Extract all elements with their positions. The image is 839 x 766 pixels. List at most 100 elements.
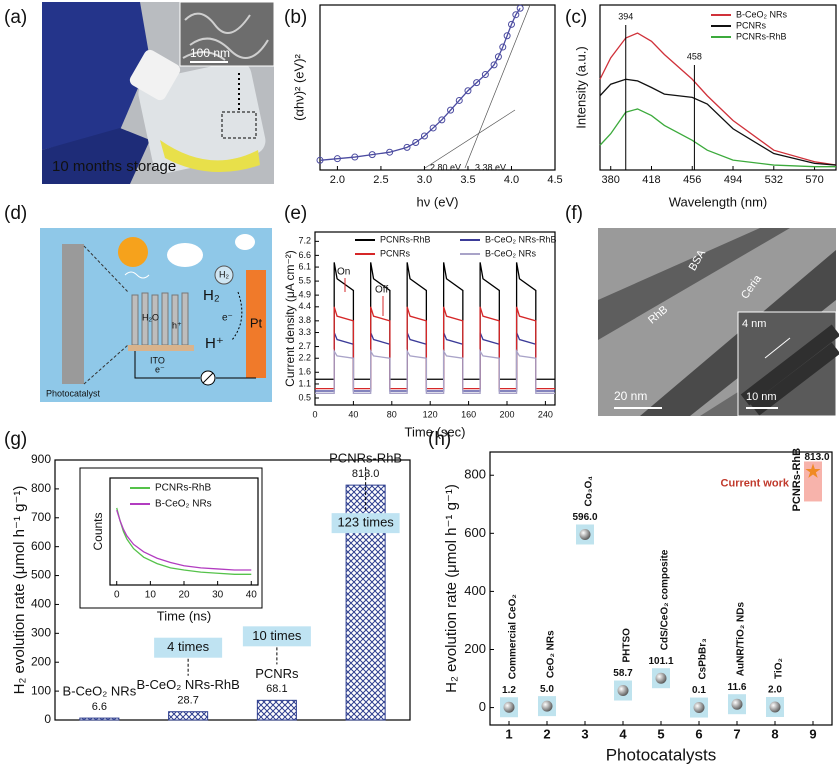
data-point — [617, 685, 629, 697]
x-tick-label: 160 — [461, 409, 476, 419]
data-point — [579, 528, 591, 540]
data-line — [315, 262, 555, 380]
x-tick-label: 10 — [145, 590, 157, 601]
data-point — [455, 96, 463, 104]
x-tick-label: 2.0 — [330, 174, 345, 186]
point-name: PHTSO — [622, 628, 633, 663]
category-label: B-CeO₂ NRs-RhB — [136, 677, 239, 692]
data-point — [412, 139, 420, 146]
y-tick-label: 600 — [464, 525, 486, 540]
marker-background — [804, 461, 822, 502]
data-point — [516, 4, 524, 12]
scale-bar-label: 100 nm — [190, 46, 230, 60]
legend-label: PCNRs-RhB — [155, 483, 211, 494]
value-label: 58.7 — [613, 668, 633, 679]
data-point — [490, 61, 498, 69]
data-line — [315, 332, 555, 392]
panel-label: (c) — [565, 7, 587, 28]
y-tick-label: 0 — [479, 699, 486, 714]
x-tick-label: 3 — [581, 726, 588, 741]
data-point — [507, 20, 515, 28]
annotation-box — [154, 637, 223, 658]
annotation: 10 times — [252, 628, 302, 643]
data-point — [655, 672, 667, 684]
category-label: B-CeO₂ NRs — [63, 684, 137, 699]
y-axis-label: Intensity (a.u.) — [573, 46, 588, 128]
annotation: 123 times — [337, 515, 394, 530]
x-tick-label: 4.0 — [504, 174, 519, 186]
data-point — [473, 79, 481, 87]
panel-label: (d) — [4, 203, 27, 224]
x-axis-label: Time (ns) — [157, 608, 211, 623]
data-point — [499, 43, 507, 51]
data-line — [116, 509, 252, 571]
schematic-panel: H₂O h⁺ ITO H₂ H₂ H⁺ e⁻ Pt e⁻ Photocataly… — [40, 228, 272, 402]
electron-label: e⁻ — [222, 313, 233, 324]
hole-label: h⁺ — [172, 320, 182, 330]
y-tick-label: 6.6 — [298, 250, 311, 260]
x-axis-label: hν (eV) — [417, 194, 459, 209]
value-label: 5.0 — [540, 684, 554, 695]
x-tick-label: 40 — [348, 409, 358, 419]
data-point — [316, 156, 324, 164]
legend-label: PCNRs — [736, 20, 767, 30]
legend-label: PCNRs-RhB — [380, 234, 431, 244]
x-axis-label: Wavelength (nm) — [669, 194, 768, 209]
ito-label: ITO — [150, 355, 165, 365]
x-tick-label: 3.5 — [460, 174, 475, 186]
x-tick-label: 2.5 — [373, 174, 388, 186]
data-point — [512, 11, 520, 19]
y-tick-label: 2.2 — [298, 353, 311, 363]
y-tick-label: 0 — [44, 712, 51, 726]
legend-label: B-CeO₂ NRs — [736, 9, 787, 19]
value-label: 813.0 — [804, 452, 829, 463]
data-point — [769, 701, 781, 713]
panel-label: (e) — [284, 203, 307, 224]
x-tick-label: 0 — [312, 409, 317, 419]
data-point — [447, 106, 455, 114]
schematic-caption: Photocatalyst — [46, 388, 101, 398]
y-tick-label: 0.5 — [298, 392, 311, 402]
data-line — [315, 348, 555, 394]
legend-label: PCNRs-RhB — [736, 31, 787, 41]
point-name: Commercial CeO₂ — [508, 594, 519, 679]
annotation: On — [337, 267, 350, 278]
y-tick-label: 1.1 — [298, 378, 311, 388]
x-tick-label: 7 — [733, 726, 740, 741]
x-tick-label: 418 — [642, 174, 660, 186]
lattice-label: 4 nm — [742, 318, 766, 330]
y-tick-label: 500 — [31, 568, 51, 582]
reference-label: 458 — [687, 51, 702, 61]
data-point — [541, 700, 553, 712]
data-line — [599, 78, 837, 166]
point-name: CsPbBr₃ — [698, 638, 709, 680]
data-point — [386, 148, 394, 156]
y-tick-label: 100 — [31, 683, 51, 697]
data-point — [438, 116, 446, 124]
data-point — [693, 702, 705, 714]
x-tick-label: 5 — [657, 726, 664, 741]
data-point — [805, 463, 821, 478]
plot-frame — [314, 231, 556, 406]
value-label: 596.0 — [572, 512, 597, 523]
data-point — [464, 87, 472, 95]
y-tick-label: 400 — [31, 597, 51, 611]
x-tick-label: 4.5 — [547, 174, 562, 186]
x-tick-label: 4 — [619, 726, 627, 741]
reference-label: 394 — [618, 11, 633, 21]
point-name: AuNR/TiO₂ NDs — [736, 602, 747, 677]
x-tick-label: 120 — [423, 409, 438, 419]
tem-panel: BSA Ceria RhB 4 nm 20 nm 10 nm — [598, 228, 839, 417]
tangent-line — [424, 109, 516, 169]
x-tick-label: 80 — [387, 409, 397, 419]
y-tick-label: 800 — [464, 467, 486, 482]
legend-label: B-CeO₂ NRs — [485, 248, 536, 258]
x-tick-label: 0 — [114, 590, 120, 601]
data-point — [368, 151, 376, 159]
y-tick-label: 4.4 — [298, 301, 311, 311]
y-tick-label: 600 — [31, 539, 51, 553]
data-point — [403, 143, 411, 151]
y-tick-label: 3.3 — [298, 327, 311, 337]
y-tick-label: 1.6 — [298, 367, 311, 377]
x-tick-label: 6 — [695, 726, 702, 741]
